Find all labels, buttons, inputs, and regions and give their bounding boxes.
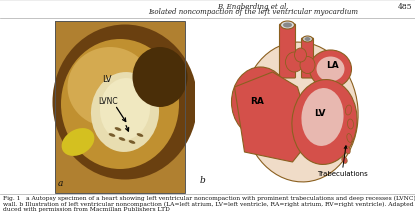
Ellipse shape — [303, 36, 312, 42]
Bar — [55, 21, 185, 193]
Ellipse shape — [91, 72, 159, 152]
Text: LA: LA — [326, 61, 339, 70]
Text: LVNC: LVNC — [98, 97, 117, 107]
Ellipse shape — [317, 57, 344, 82]
Ellipse shape — [345, 146, 350, 154]
Ellipse shape — [283, 23, 292, 27]
Text: LV: LV — [314, 109, 325, 118]
Ellipse shape — [129, 140, 135, 144]
Ellipse shape — [244, 77, 283, 127]
Ellipse shape — [119, 137, 125, 141]
Ellipse shape — [347, 119, 354, 129]
Text: RA: RA — [251, 97, 264, 107]
Ellipse shape — [292, 80, 357, 164]
Ellipse shape — [109, 133, 115, 137]
Bar — [0, 18, 415, 194]
Ellipse shape — [342, 157, 347, 163]
Ellipse shape — [61, 128, 94, 156]
Text: Trabeculations: Trabeculations — [317, 171, 368, 177]
Ellipse shape — [68, 47, 152, 127]
Ellipse shape — [53, 25, 198, 179]
Ellipse shape — [243, 42, 358, 182]
Text: Fig. 1   a Autopsy specimen of a heart showing left ventricular noncompaction wi: Fig. 1 a Autopsy specimen of a heart sho… — [3, 196, 415, 201]
Ellipse shape — [281, 21, 295, 29]
Ellipse shape — [301, 88, 344, 146]
Text: a: a — [58, 179, 63, 188]
Text: B. Engberding et al.: B. Engberding et al. — [217, 3, 289, 11]
Ellipse shape — [305, 37, 310, 41]
Ellipse shape — [345, 105, 352, 115]
Ellipse shape — [232, 67, 290, 137]
Ellipse shape — [132, 47, 188, 107]
Text: b: b — [200, 176, 206, 185]
Ellipse shape — [115, 127, 121, 131]
Text: LV: LV — [102, 74, 112, 84]
Bar — [195, 21, 410, 193]
Bar — [0, 0, 415, 18]
Text: Isolated noncompaction of the left ventricular myocardium: Isolated noncompaction of the left ventr… — [148, 8, 358, 16]
Ellipse shape — [286, 52, 303, 72]
Text: wall. b Illustration of left ventricular noncompaction (LA=left atrium, LV=left : wall. b Illustration of left ventricular… — [3, 202, 415, 207]
Polygon shape — [234, 72, 312, 162]
Text: duced with permission from Macmillan Publishers LTD: duced with permission from Macmillan Pub… — [3, 208, 170, 213]
Ellipse shape — [300, 57, 315, 74]
Bar — [0, 194, 415, 221]
Bar — [55, 21, 185, 193]
Ellipse shape — [347, 134, 352, 142]
Text: 485: 485 — [398, 3, 412, 11]
Ellipse shape — [61, 39, 179, 169]
FancyBboxPatch shape — [302, 38, 313, 78]
Ellipse shape — [100, 78, 150, 140]
FancyBboxPatch shape — [279, 24, 295, 78]
Ellipse shape — [295, 48, 307, 62]
Ellipse shape — [310, 50, 352, 88]
Ellipse shape — [137, 133, 143, 137]
